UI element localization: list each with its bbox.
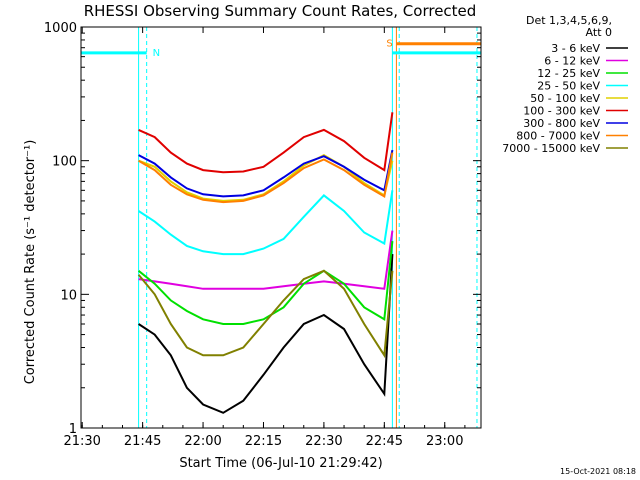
x-tick-label: 22:00 — [184, 434, 221, 449]
legend-label: 100 - 300 keV — [523, 105, 600, 118]
series-line-7 — [138, 152, 394, 204]
chart-title: RHESSI Observing Summary Count Rates, Co… — [84, 2, 477, 20]
y-axis-label: Corrected Count Rate (s⁻¹ detector⁻¹) — [23, 140, 38, 385]
x-tick-label: 22:15 — [245, 434, 282, 449]
legend-title-line: Det 1,3,4,5,6,9, — [526, 14, 612, 27]
legend-label: 12 - 25 keV — [537, 67, 600, 80]
series-line-3 — [138, 190, 394, 256]
series-line-5 — [138, 112, 394, 174]
x-tick-label: 22:45 — [366, 434, 403, 449]
legend-label: 7000 - 15000 keV — [502, 142, 600, 155]
annotation-label-0: N — [153, 48, 160, 59]
series-group — [137, 112, 394, 414]
series-line-8 — [137, 269, 394, 359]
legend-title-line: Att 0 — [586, 26, 612, 39]
legend-label: 25 - 50 keV — [537, 80, 600, 93]
legend-label: 50 - 100 keV — [530, 92, 600, 105]
y-tick-label: 10 — [60, 288, 77, 303]
plot-frame — [80, 26, 482, 429]
y-tick-label: 100 — [52, 155, 77, 170]
x-tick-label: 21:30 — [63, 434, 100, 449]
x-tick-label: 23:00 — [426, 434, 463, 449]
x-tick-label: 22:30 — [305, 434, 342, 449]
annotation-label-1: S — [386, 39, 392, 50]
footer-timestamp: 15-Oct-2021 08:18 — [560, 467, 636, 476]
legend-label: 3 - 6 keV — [551, 42, 600, 55]
legend-label: 300 - 800 keV — [523, 117, 600, 130]
x-axis-label: Start Time (06-Jul-10 21:29:42) — [179, 456, 382, 471]
x-tick-label: 21:45 — [124, 434, 161, 449]
annotations: NS — [81, 39, 481, 59]
y-axis: 1 10 100 1000 — [44, 21, 481, 437]
y-tick-label: 1 — [69, 422, 77, 437]
series-line-1 — [138, 230, 394, 290]
legend-label: 6 - 12 keV — [544, 55, 600, 68]
series-line-6 — [138, 149, 394, 198]
series-line-0 — [138, 254, 394, 414]
y-tick-label: 1000 — [44, 21, 77, 36]
legend-label: 800 - 7000 keV — [516, 130, 600, 143]
series-line-2 — [137, 240, 394, 325]
x-axis: 21:30 21:45 22:00 22:15 22:30 22:45 23:00 — [63, 27, 466, 449]
